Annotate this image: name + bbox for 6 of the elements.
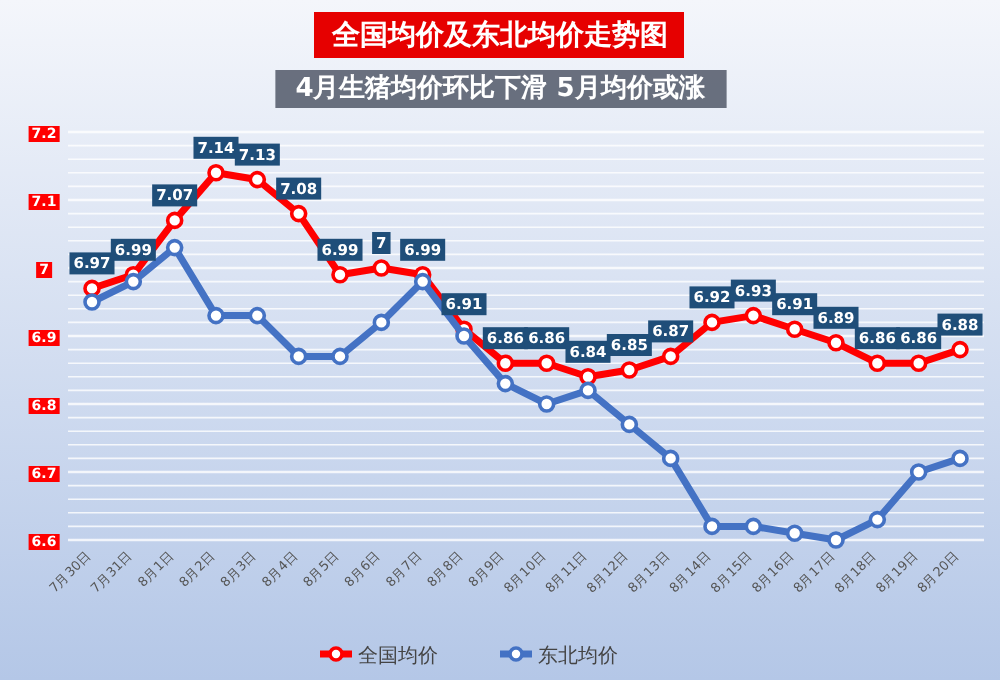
title: 全国均价及东北均价走势图	[314, 12, 684, 58]
chart-title: 全国均价及东北均价走势图	[330, 18, 668, 52]
chart-subtitle: 4月生猪均价环比下滑 5月均价或涨	[295, 74, 707, 104]
subtitle: 4月生猪均价环比下滑 5月均价或涨	[275, 70, 727, 108]
legend-label: 全国均价	[358, 644, 438, 668]
legend-label: 东北均价	[538, 644, 618, 668]
